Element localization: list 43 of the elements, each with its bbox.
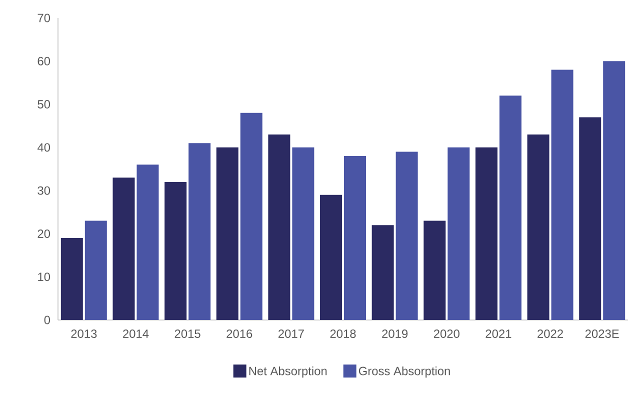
x-tick-label: 2018 [330,330,356,338]
bar [240,112,262,320]
bar [136,164,159,320]
bar [603,61,626,320]
x-tick-label: 2017 [278,330,304,338]
y-tick-label: 60 [38,56,50,66]
bar [372,225,394,320]
bar [579,117,602,320]
legend-label: Gross Absorption [358,366,450,378]
bar [344,156,366,320]
bar [268,134,290,320]
y-tick-label: 40 [37,143,50,152]
bar [527,134,550,320]
x-tick-label: 2023E [585,330,619,338]
y-tick-label: 70 [38,14,50,22]
bar [112,178,135,320]
bar [396,152,418,320]
bar [216,147,238,320]
bar [448,147,470,320]
x-tick-label: 2022 [538,330,563,338]
bar [424,220,446,320]
legend-label: Net Absorption [249,366,327,378]
y-tick-label: 20 [38,229,50,238]
bar [84,220,107,320]
bar [499,96,522,320]
bar [164,182,187,320]
bar [475,147,498,320]
bar [188,143,211,320]
bar [320,194,342,320]
x-tick-label: 2013 [71,330,97,338]
x-tick-label: 2021 [486,330,512,338]
bar [60,238,83,320]
y-tick-label: 10 [38,272,50,282]
x-tick-label: 2016 [226,330,252,338]
x-tick-label: 2020 [434,330,460,338]
y-tick-label: 30 [38,186,50,195]
bar [551,70,574,320]
x-tick-label: 2015 [174,330,200,338]
x-tick-label: 2019 [382,330,408,338]
y-tick-label: 50 [38,100,50,109]
x-tick-label: 2014 [123,330,149,338]
bar [292,147,314,320]
y-tick-label: 0 [44,316,50,324]
